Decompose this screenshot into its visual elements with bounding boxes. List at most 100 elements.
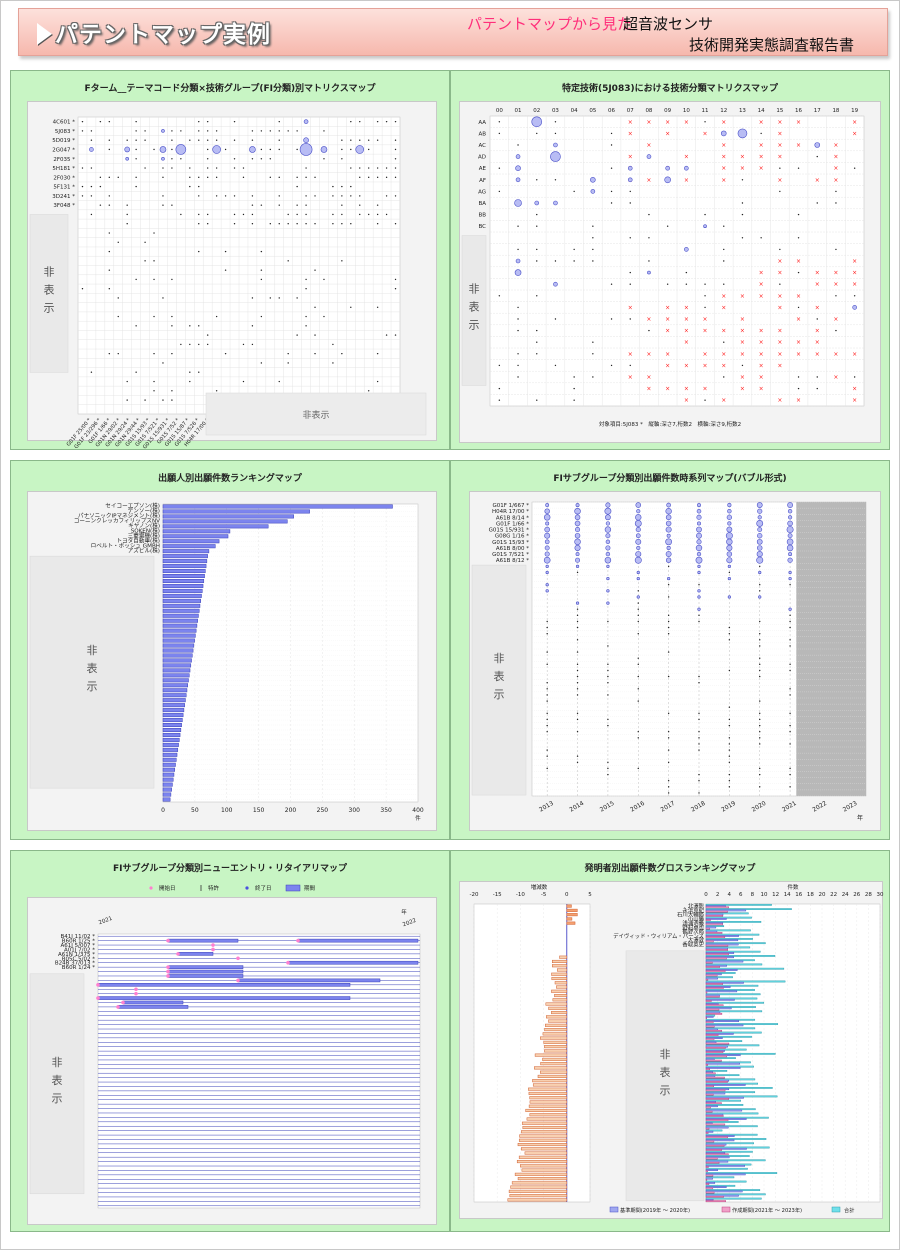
dot (189, 139, 191, 141)
cross-mark: × (852, 270, 857, 277)
dot (332, 343, 334, 346)
bar (162, 504, 393, 509)
dot (260, 158, 263, 160)
dot (278, 148, 280, 151)
dot (144, 260, 146, 262)
bar (162, 578, 205, 583)
dot (760, 237, 762, 239)
dot (637, 608, 639, 610)
dot (296, 204, 298, 206)
change-bar (511, 1181, 568, 1185)
made-bar (705, 1055, 728, 1058)
dot (215, 195, 218, 197)
chart-box: 0 50 100 150 200 250 300 350 400 件 セイコーエプソン(株) デンソー… (27, 491, 437, 831)
total-bar (705, 916, 752, 919)
start-marker (211, 943, 215, 947)
cross-mark: × (740, 328, 745, 335)
inventor-label: 小山勝 (688, 915, 705, 923)
cross-mark: × (703, 386, 708, 393)
made-bar (705, 1085, 714, 1088)
hidden-label-char: 示 (87, 680, 98, 693)
tick-label: 0 (704, 892, 708, 898)
dot (206, 130, 209, 132)
dot (359, 213, 361, 216)
dot (189, 343, 191, 346)
cross-mark: × (777, 293, 782, 300)
dot (517, 364, 519, 367)
tick-label: 100 (221, 807, 233, 814)
dot (198, 185, 200, 188)
dot (198, 343, 200, 346)
category-label: キヤノン(株) (128, 522, 160, 530)
bubble (515, 154, 521, 159)
year-label: 2016 (629, 800, 646, 814)
total-bar (705, 1099, 741, 1102)
dot (287, 362, 289, 364)
year-label: 2022 (811, 800, 828, 814)
total-bar (705, 984, 759, 987)
dot (789, 614, 791, 617)
dot (741, 202, 744, 204)
category-label: コーニンクレッカフィリップスNV (74, 518, 160, 525)
dot (376, 120, 379, 123)
dot (269, 158, 272, 160)
total-bar (705, 929, 751, 932)
cross-mark: × (777, 397, 782, 404)
dot (314, 223, 316, 225)
chart-note: 対象項目:5J083 * 縦軸:深さ7,桁数2 横軸:深さ9,桁数2 (599, 420, 741, 428)
made-bar (705, 1110, 713, 1113)
dot (536, 179, 538, 181)
total-bar (705, 980, 786, 983)
bubble (788, 570, 792, 575)
total-bar (705, 1040, 743, 1042)
dot (723, 225, 725, 227)
page-title-text: パテントマップ実例 (55, 22, 271, 48)
bubble (553, 142, 558, 148)
bubble (696, 526, 702, 533)
tick-label: 8 (751, 892, 755, 898)
cross-mark: × (721, 165, 726, 172)
change-bar (521, 1121, 568, 1125)
dot (759, 700, 761, 702)
made-bar (705, 1127, 710, 1130)
dot (573, 387, 575, 390)
bubble (665, 557, 672, 563)
tick-label: 24 (842, 892, 849, 898)
change-bar (521, 1130, 568, 1134)
dot (517, 225, 519, 227)
dot (610, 364, 613, 367)
dot (215, 167, 218, 169)
dot (779, 283, 781, 285)
change-bar (566, 904, 572, 908)
base-bar (705, 1015, 714, 1018)
dot (135, 185, 137, 188)
hidden-label-char: 非 (44, 265, 55, 278)
bubble (553, 200, 558, 206)
cross-mark: × (759, 374, 764, 381)
dot (341, 185, 343, 188)
change-bar (546, 1015, 568, 1019)
tick-label: -5 (541, 892, 547, 898)
bubble (636, 570, 640, 575)
total-bar (705, 1159, 766, 1162)
made-bar (705, 974, 718, 977)
bar (162, 747, 179, 752)
axis-start-label: 2021 (98, 916, 113, 926)
bubble (303, 119, 309, 124)
cross-mark: × (815, 177, 820, 184)
dot (760, 132, 762, 135)
total-bar (705, 955, 776, 957)
cross-mark: × (833, 374, 838, 381)
dot (789, 743, 791, 745)
dot (359, 120, 361, 123)
chart-box: 2021 2022 年 B41J 11/02 * B60R 1/25 * A61J 5/0… (27, 897, 437, 1225)
row-label: B60R 1/24 * (62, 965, 95, 971)
dot (685, 283, 688, 285)
dot (728, 786, 731, 788)
dot (314, 334, 316, 336)
cross-mark: × (796, 142, 801, 149)
inventor-label: 石川大輔郎 (677, 911, 704, 919)
dot (759, 657, 761, 659)
total-bar (705, 1197, 762, 1200)
col-label: 14 (758, 108, 765, 114)
